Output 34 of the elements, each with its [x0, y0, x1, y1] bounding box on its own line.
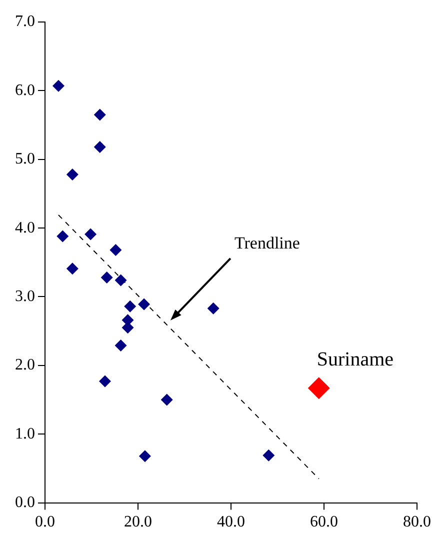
point	[160, 394, 173, 406]
x-tick-label: 0.0	[35, 514, 55, 531]
x-tick-label: 80.0	[403, 514, 431, 531]
point	[100, 272, 113, 284]
point	[94, 141, 106, 154]
point	[308, 377, 330, 400]
series-label: Suriname	[316, 348, 394, 370]
point	[66, 168, 78, 180]
point	[114, 340, 127, 352]
y-tick-label: 4.0	[15, 219, 35, 236]
point	[84, 228, 97, 240]
point	[262, 449, 275, 462]
y-tick-label: 2.0	[15, 356, 35, 374]
y-tick-label: 6.0	[15, 82, 35, 99]
point	[56, 230, 69, 242]
y-tick-label: 5.0	[15, 150, 35, 168]
x-tick-label: 20.0	[124, 514, 152, 531]
point	[52, 80, 64, 92]
x-tick-label: 60.0	[310, 514, 338, 531]
y-tick-label: 1.0	[15, 425, 35, 442]
point	[138, 298, 150, 310]
point	[207, 302, 220, 314]
x-tick-label: 40.0	[217, 514, 245, 531]
y-tick-label: 7.0	[15, 13, 35, 30]
point	[110, 244, 122, 256]
point	[138, 450, 151, 462]
annotation: Trendline	[234, 233, 300, 252]
point	[66, 262, 78, 275]
y-tick-label: 0.0	[15, 494, 35, 512]
point	[124, 300, 136, 312]
y-tick-label: 3.0	[15, 288, 35, 305]
point	[114, 274, 127, 286]
point	[94, 108, 106, 121]
point	[98, 375, 111, 388]
